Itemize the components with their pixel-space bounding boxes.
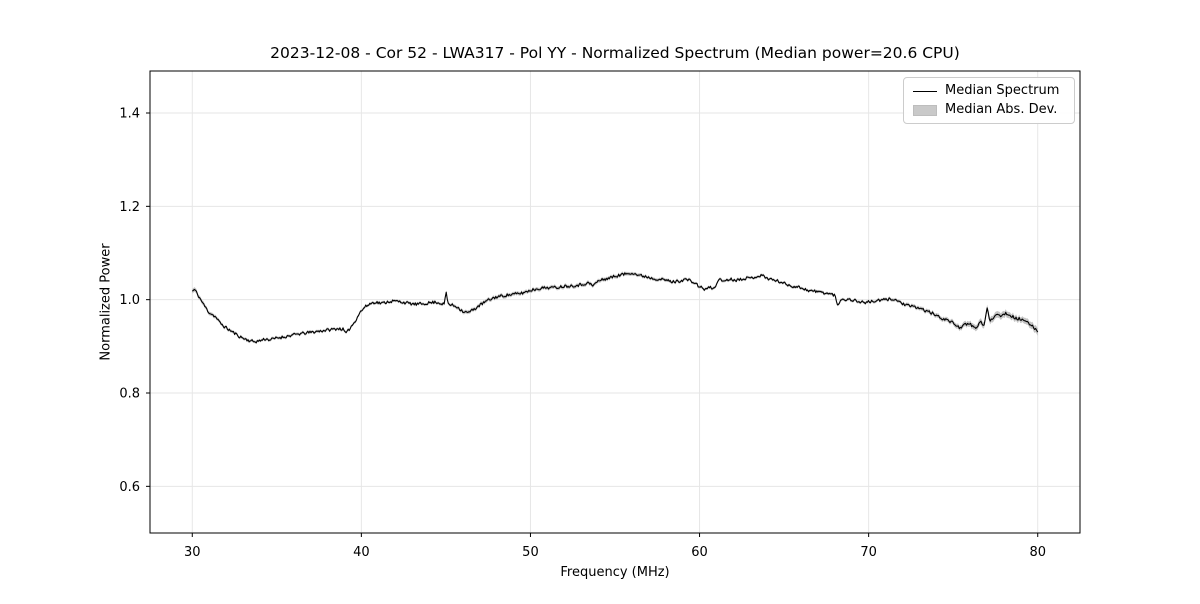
x-tick-label: 70 <box>860 545 877 560</box>
median-abs-dev-patch-swatch <box>913 104 937 116</box>
y-tick-label: 1.0 <box>119 293 140 308</box>
y-tick-label: 1.2 <box>119 200 140 215</box>
legend: Median Spectrum Median Abs. Dev. <box>903 77 1075 124</box>
x-axis-label: Frequency (MHz) <box>560 565 670 580</box>
legend-label-median-abs-dev: Median Abs. Dev. <box>945 102 1058 117</box>
x-tick-label: 40 <box>353 545 370 560</box>
median-abs-dev-band <box>192 271 1038 345</box>
x-tick-label: 30 <box>184 545 201 560</box>
chart-title: 2023-12-08 - Cor 52 - LWA317 - Pol YY - … <box>270 44 960 62</box>
x-tick-label: 80 <box>1029 545 1046 560</box>
plot-frame <box>149 70 1081 534</box>
median-spectrum-line <box>191 272 1039 344</box>
legend-item-median-spectrum: Median Spectrum <box>913 83 1066 99</box>
median-spectrum-line-swatch <box>913 90 937 92</box>
legend-item-median-abs-dev: Median Abs. Dev. <box>913 102 1066 118</box>
legend-label-median-spectrum: Median Spectrum <box>945 83 1060 98</box>
y-tick-label: 0.8 <box>119 387 140 402</box>
y-tick-label: 0.6 <box>119 480 140 495</box>
x-tick-label: 50 <box>522 545 539 560</box>
y-tick-label: 1.4 <box>119 107 140 122</box>
y-axis-label: Normalized Power <box>98 243 114 361</box>
x-tick-label: 60 <box>691 545 708 560</box>
